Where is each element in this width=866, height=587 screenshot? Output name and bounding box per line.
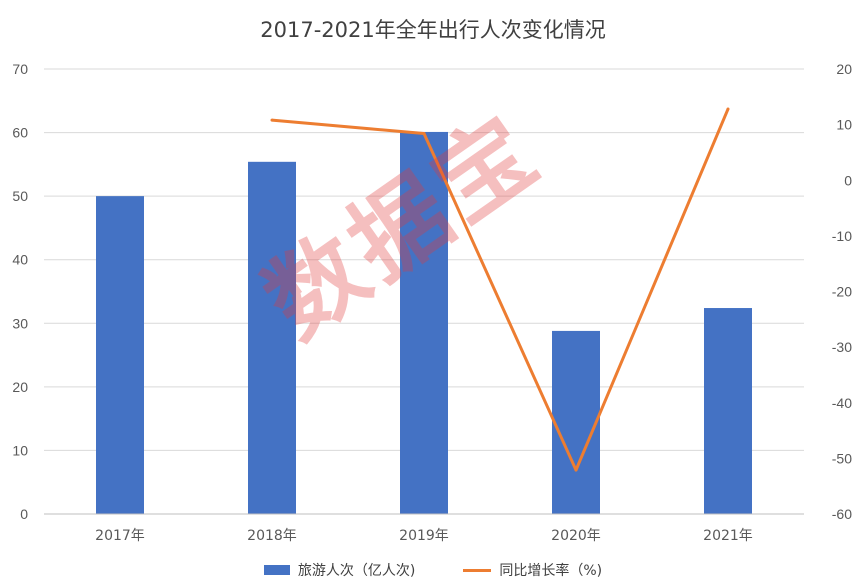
line-point: [726, 107, 730, 111]
bar: [400, 131, 448, 514]
x-tick-label: 2018年: [247, 528, 297, 544]
y-axis-right: -60 -50 -40 -30 -20 -10 0 10 20: [832, 61, 852, 522]
y-axis-left: 0 10 20 30 40 50 60 70: [12, 61, 28, 522]
line-series: [270, 107, 730, 472]
bar: [552, 330, 600, 514]
line-point: [574, 468, 578, 472]
bar: [248, 161, 296, 515]
y-left-tick-label: 20: [12, 379, 28, 395]
legend: 旅游人次（亿人次) 同比增长率（%): [0, 560, 866, 580]
y-right-tick-label: -50: [832, 450, 852, 466]
y-right-tick-label: 10: [836, 117, 852, 133]
y-left-tick-label: 0: [20, 506, 28, 522]
bar: [96, 196, 144, 514]
legend-item-bar: 旅游人次（亿人次): [263, 560, 416, 580]
chart-title: 2017-2021年全年出行人次变化情况: [260, 18, 606, 42]
legend-label-bar: 旅游人次（亿人次): [297, 563, 416, 579]
y-left-tick-label: 70: [12, 61, 28, 77]
x-tick-label: 2020年: [551, 528, 601, 544]
bar-series: [96, 131, 752, 515]
legend-label-line: 同比增长率（%): [499, 563, 603, 579]
y-right-tick-label: 20: [836, 61, 852, 77]
y-right-tick-label: -20: [832, 284, 852, 300]
y-left-tick-label: 60: [12, 125, 28, 141]
legend-swatch-line: [463, 568, 492, 572]
line-point: [422, 132, 426, 136]
y-right-tick-label: -60: [832, 506, 852, 522]
y-right-tick-label: -40: [832, 395, 852, 411]
y-right-tick-label: -30: [832, 339, 852, 355]
y-left-tick-label: 30: [12, 315, 28, 331]
line-point: [270, 118, 274, 122]
x-tick-label: 2021年: [703, 528, 753, 544]
legend-swatch-bar: [263, 565, 290, 575]
y-right-tick-label: 0: [844, 172, 852, 188]
growth-rate-line: [271, 108, 730, 472]
bar: [704, 308, 752, 514]
legend-item-line: 同比增长率（%): [463, 560, 602, 580]
x-axis: 2017年 2018年 2019年 2020年 2021年: [44, 513, 804, 544]
x-tick-label: 2019年: [399, 528, 449, 544]
y-left-tick-label: 50: [12, 188, 28, 204]
x-tick-label: 2017年: [95, 528, 145, 544]
y-right-tick-label: -10: [832, 228, 852, 244]
y-left-tick-label: 10: [12, 442, 28, 458]
y-left-tick-label: 40: [12, 252, 28, 268]
